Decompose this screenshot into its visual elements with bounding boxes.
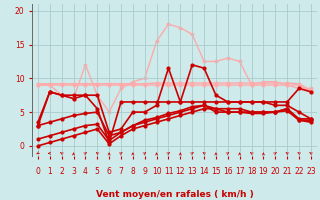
X-axis label: Vent moyen/en rafales ( km/h ): Vent moyen/en rafales ( km/h ) <box>96 190 253 199</box>
